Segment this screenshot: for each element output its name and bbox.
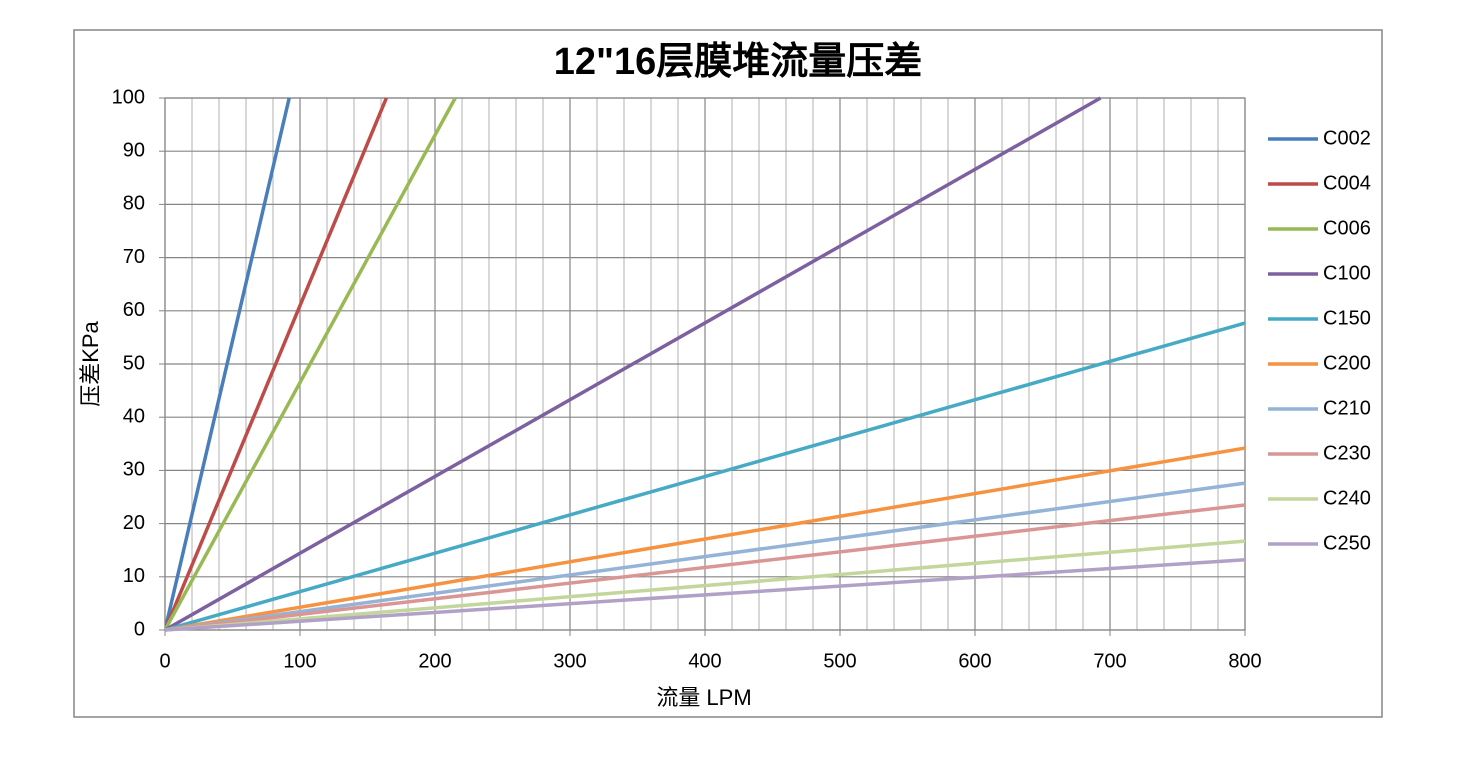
legend-label: C100	[1323, 262, 1371, 284]
legend-label: C240	[1323, 487, 1371, 509]
plot-frame	[164, 97, 1246, 631]
series-line	[165, 97, 291, 631]
y-tick-label: 40	[123, 405, 145, 427]
series-line	[165, 321, 1246, 632]
x-tick-label: 0	[159, 650, 170, 672]
y-tick-label: 90	[123, 139, 145, 161]
y-tick-label: 30	[123, 459, 145, 481]
chart-title: 12"16层膜堆流量压差	[554, 41, 923, 83]
series-line	[165, 446, 1246, 632]
x-tick-label: 400	[688, 650, 721, 672]
x-axis-label: 流量 LPM	[656, 685, 751, 710]
y-tick-label: 10	[123, 565, 145, 587]
y-axis-label: 压差KPa	[78, 320, 103, 406]
y-tick-label: 0	[134, 618, 145, 640]
legend-label: C150	[1323, 307, 1371, 329]
legend-label: C004	[1323, 172, 1371, 194]
y-tick-label: 70	[123, 246, 145, 268]
y-tick-label: 50	[123, 352, 145, 374]
series-line	[165, 97, 389, 631]
series-line	[165, 558, 1246, 632]
y-tick-label: 80	[123, 193, 145, 215]
x-tick-label: 500	[823, 650, 856, 672]
x-tick-label: 800	[1228, 650, 1261, 672]
y-tick-label: 20	[123, 512, 145, 534]
series-line	[165, 539, 1246, 632]
legend-label: C250	[1323, 532, 1371, 554]
y-tick-label: 60	[123, 299, 145, 321]
series-line	[165, 97, 457, 631]
x-tick-label: 200	[418, 650, 451, 672]
legend-label: C230	[1323, 442, 1371, 464]
series-line	[165, 503, 1246, 632]
x-tick-label: 300	[553, 650, 586, 672]
legend-label: C006	[1323, 217, 1371, 239]
series-line	[165, 96, 1102, 632]
x-tick-label: 700	[1093, 650, 1126, 672]
legend-label: C210	[1323, 397, 1371, 419]
series-line	[165, 481, 1246, 632]
y-tick-label: 100	[112, 86, 145, 108]
x-tick-label: 600	[958, 650, 991, 672]
x-tick-label: 100	[283, 650, 316, 672]
legend-label: C200	[1323, 352, 1371, 374]
legend-label: C002	[1323, 127, 1371, 149]
